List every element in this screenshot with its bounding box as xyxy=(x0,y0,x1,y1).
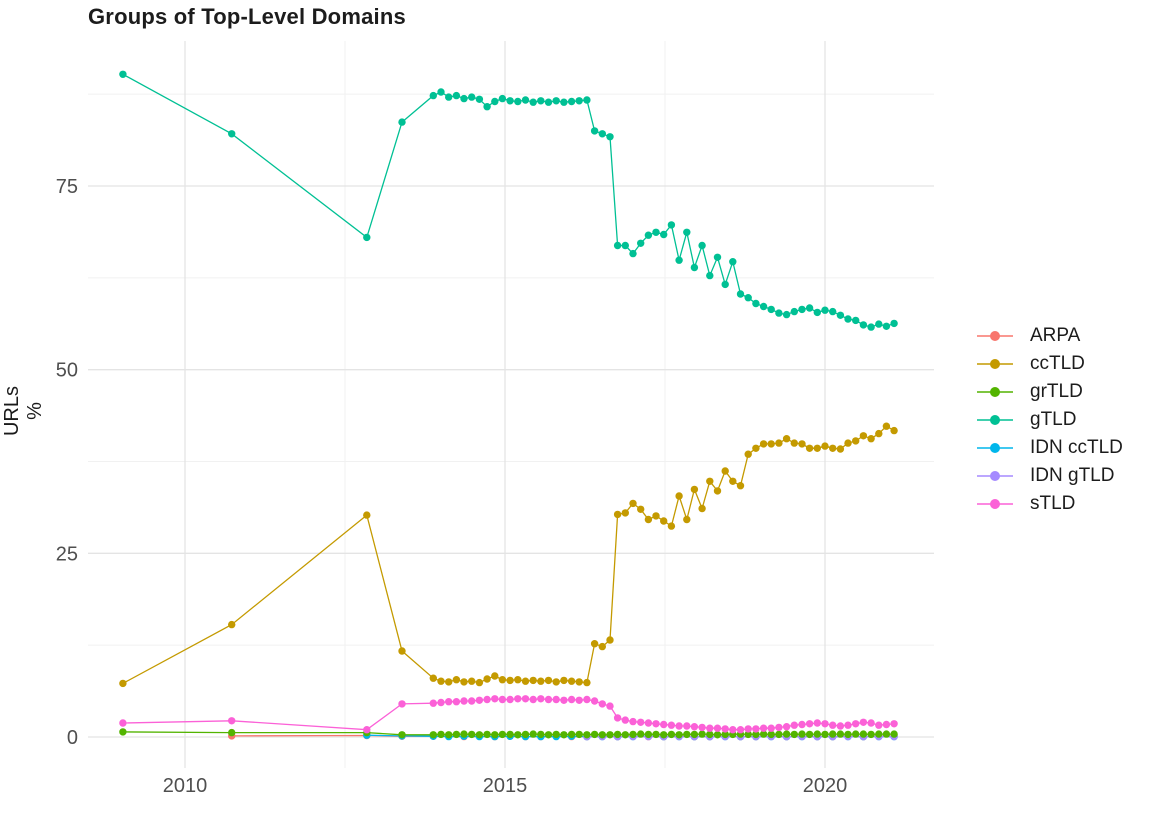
legend-marker-icon xyxy=(977,331,1013,341)
grid-minor xyxy=(88,41,934,768)
legend-marker-icon xyxy=(977,471,1013,481)
legend-item-label: gTLD xyxy=(1030,409,1077,430)
x-tick-label: 2015 xyxy=(483,775,528,797)
chart-title: Groups of Top-Level Domains xyxy=(88,4,406,29)
legend-item-label: grTLD xyxy=(1030,381,1083,402)
series-line-gtld xyxy=(122,73,895,328)
series-points-stld xyxy=(119,695,898,734)
legend-item-label: IDN gTLD xyxy=(1030,465,1115,486)
legend-marker-icon xyxy=(977,499,1013,509)
x-tick-label: 2020 xyxy=(803,775,848,797)
x-tick-label: 2010 xyxy=(163,775,208,797)
legend-item: IDN gTLD xyxy=(976,462,1123,490)
legend-item: grTLD xyxy=(976,378,1123,406)
legend-item: sTLD xyxy=(976,490,1123,518)
legend-item-label: IDN ccTLD xyxy=(1030,437,1123,458)
legend-item-label: sTLD xyxy=(1030,493,1076,514)
legend-marker-icon xyxy=(977,443,1013,453)
y-tick-label: 75 xyxy=(56,176,78,198)
legend-item-label: ARPA xyxy=(1030,325,1081,346)
series-points-cctld xyxy=(119,422,898,688)
y-axis-label: URLs % xyxy=(1,386,46,437)
legend-item-label: ccTLD xyxy=(1030,353,1085,374)
legend-marker-icon xyxy=(977,387,1013,397)
y-tick-label: 25 xyxy=(56,543,78,565)
legend-marker-icon xyxy=(977,415,1013,425)
legend-item: gTLD xyxy=(976,406,1123,434)
legend-item: IDN ccTLD xyxy=(976,434,1123,462)
legend-item: ARPA xyxy=(976,322,1123,350)
legend: ARPA ccTLD grTLD gTLD IDN ccTLD IDN gTLD sTLD xyxy=(976,322,1123,518)
grid-major xyxy=(88,41,934,768)
series-points-gtld xyxy=(119,70,898,331)
y-tick-label: 50 xyxy=(56,360,78,382)
y-tick-label: 0 xyxy=(67,727,78,749)
legend-marker-icon xyxy=(977,359,1013,369)
legend-item: ccTLD xyxy=(976,350,1123,378)
